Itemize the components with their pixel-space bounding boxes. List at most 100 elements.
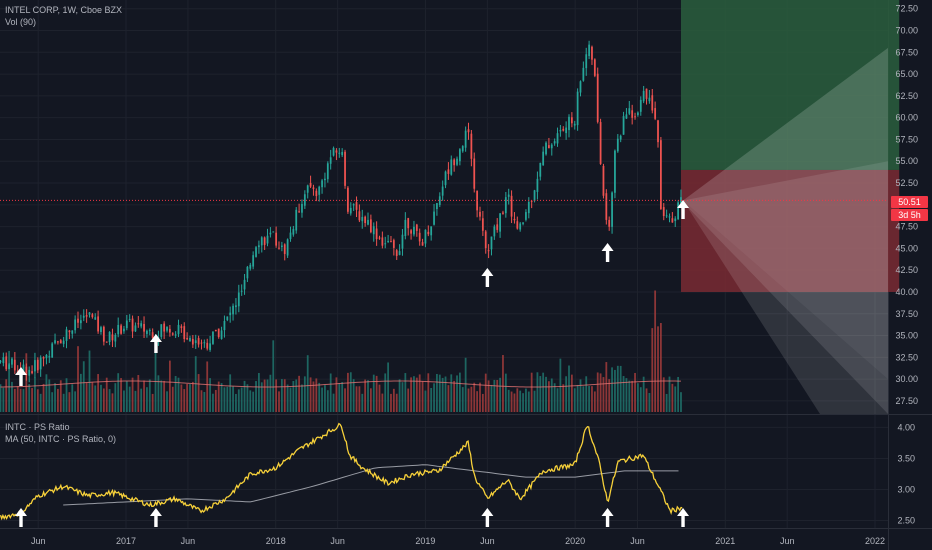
price-tick-label: 62.50 [895,91,918,101]
volume-bar [668,376,671,412]
volume-bar [625,378,628,412]
volume-bar [665,393,668,412]
volume-bar [303,376,306,412]
candle-body [65,329,68,341]
volume-bar [671,383,674,412]
candle-body [599,122,602,164]
volume-bar [648,392,651,412]
candle-body [183,326,186,340]
volume-bar [570,374,573,412]
candle-body [57,341,59,343]
volume-bar [25,353,28,412]
volume-bar [496,379,499,412]
ps-ratio-line [0,422,683,521]
symbol-legend[interactable]: INTEL CORP, 1W, Cboe BZX Vol (90) [5,4,122,28]
candle-body [321,180,323,188]
price-tick-label: 47.50 [895,222,918,232]
up-arrow-shaft [154,341,158,353]
candle-body [148,330,151,332]
candle-body [591,46,593,60]
candle-body [0,360,2,362]
candle-body [657,120,659,143]
volume-bar [390,393,392,412]
candle-body [645,88,648,99]
up-arrow-icon [14,508,27,527]
candle-body [229,312,232,316]
candle-body [484,231,487,249]
candle-body [473,158,476,189]
time-tick-label: 2018 [266,536,286,546]
volume-bar [487,380,490,412]
candle-body [585,54,588,69]
candle-body [556,133,559,144]
volume-bar [582,386,585,412]
up-arrow-shaft [19,515,23,527]
candle-body [88,312,91,315]
volume-bar [321,387,323,412]
candle-body [214,329,217,332]
candle-body [160,324,163,337]
candle-body [596,73,599,122]
candle-body [410,230,412,234]
volume-bar [100,384,102,412]
candle-body [102,326,105,342]
up-arrow-icon [601,508,614,527]
volume-bar [306,355,309,412]
time-axis[interactable]: Jun 2017 Jun 2018 Jun 2019 Jun 2020 Jun 2021 Jun 20… [31,536,885,546]
volume-bar [335,377,338,412]
volume-bar [433,383,435,412]
volume-bar [659,323,662,412]
up-arrow-head [601,243,614,251]
candle-body [338,152,341,154]
volume-bar [530,372,533,412]
candle-body [347,187,349,212]
volume-bar [550,378,553,412]
loss-zone [680,169,900,292]
price-tick-label: 30.00 [895,374,918,384]
long-position-tool[interactable] [680,0,900,415]
volume-bar [436,373,438,412]
candle-body [68,330,71,333]
candle-body [5,356,8,370]
up-arrow-shaft [681,515,685,527]
volume-bar [189,384,191,412]
volume-bar [13,388,16,412]
candle-body [28,369,31,376]
candle-body [568,116,570,131]
volume-bar [413,376,415,412]
volume-bar [117,373,120,412]
candle-body [186,338,189,340]
volume-bar [516,388,519,412]
candle-body [677,202,680,220]
volume-bar [602,377,605,412]
candle-body [395,250,398,256]
volume-bar [301,384,303,412]
candle-body [659,140,662,210]
volume-bar [324,385,326,412]
candle-body [151,332,154,338]
volume-bar [220,383,223,412]
volume-bar [447,385,450,412]
candle-body [533,190,536,201]
pane-separator[interactable] [0,414,932,415]
candle-body [418,232,421,242]
candle-body [525,212,527,220]
candle-body [642,90,645,102]
candle-body [593,59,596,76]
volume-bar [588,386,590,412]
candle-body [105,341,108,343]
candle-body [392,240,395,248]
volume-bar [203,391,206,412]
volume-bar [398,379,401,412]
candle-body [272,231,275,233]
volume-bar [657,326,659,412]
candle-body [456,158,458,165]
candle-body [401,234,404,249]
candle-body [369,219,372,233]
volume-bar [372,374,375,412]
candle-body [367,219,369,225]
volume-bar [430,387,433,412]
volume-bar [226,386,229,412]
indicator-legend[interactable]: INTC · PS Ratio MA (50, INTC · PS Ratio,… [5,421,116,445]
